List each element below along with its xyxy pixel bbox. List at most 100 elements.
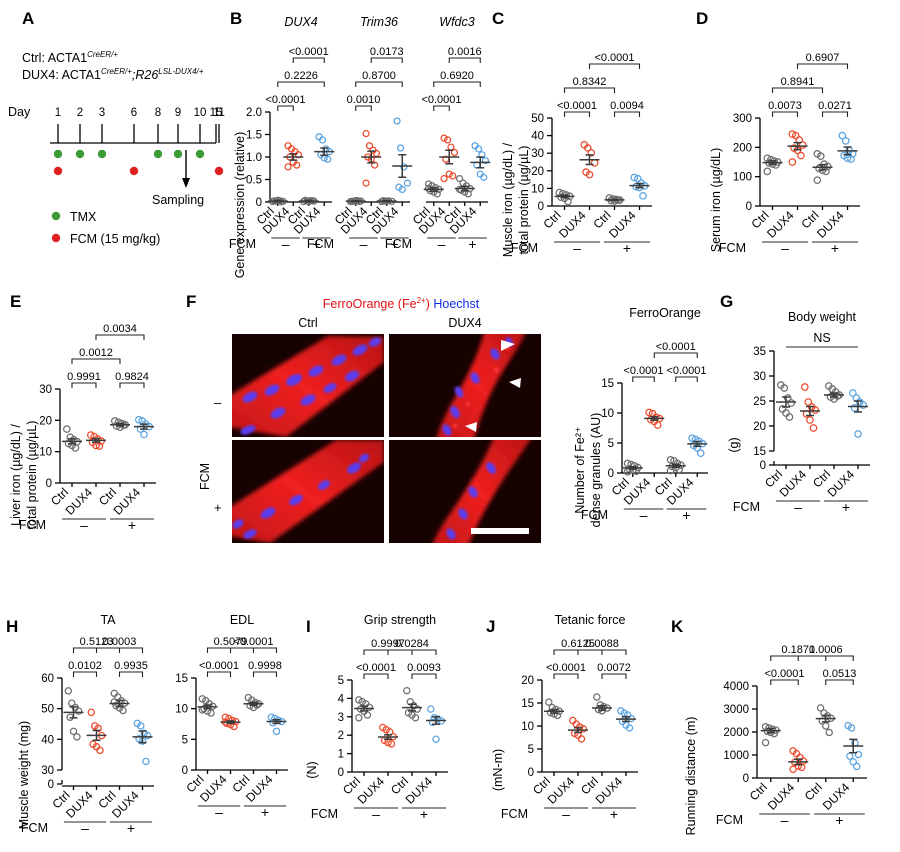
data-point xyxy=(763,167,772,176)
data-point xyxy=(424,184,433,193)
p-outer: <0.0001 xyxy=(233,636,273,648)
group-label-3: DUX4 xyxy=(825,467,858,500)
p-outer: 0.0003 xyxy=(103,636,137,648)
data-point xyxy=(272,727,281,736)
tmx-legend-dot xyxy=(51,211,61,221)
data-point xyxy=(811,406,820,414)
data-point xyxy=(455,185,464,194)
data-point xyxy=(427,705,435,713)
p-inner-plus: 0.0072 xyxy=(597,662,631,674)
fcm-axis-label: FCM xyxy=(719,241,746,255)
micrograph-dux4-minus xyxy=(389,334,541,437)
y-tick: 4000 xyxy=(723,681,749,693)
group-label-2: Ctrl xyxy=(802,780,825,803)
fcm-state-minus: – xyxy=(573,240,581,256)
tmx-dot-day1 xyxy=(53,149,63,159)
y-axis-label: total protein (µg/µL) xyxy=(25,421,39,530)
fcm-state-plus: + xyxy=(623,240,631,256)
y-tick: 1.0 xyxy=(246,152,262,164)
p-mid: 0.6920 xyxy=(440,70,474,82)
fcm-state-minus: – xyxy=(794,499,802,515)
p-inner-plus: 0.0513 xyxy=(823,668,857,680)
data-point xyxy=(432,735,440,743)
p-inner-plus: 0.0094 xyxy=(610,100,644,112)
scale-bar xyxy=(471,528,529,534)
p-mid: 0.1871 xyxy=(781,644,815,656)
data-point xyxy=(545,698,553,706)
data-point xyxy=(852,394,861,402)
fcm-state-plus: + xyxy=(610,806,618,822)
p-mid: 0.8342 xyxy=(573,76,607,88)
panel-f-label: F xyxy=(186,292,197,311)
p-inner-minus: 0.0102 xyxy=(68,660,102,672)
day-tick-15: 15 xyxy=(210,107,223,119)
tmx-dot-day2 xyxy=(75,149,85,159)
p-inner-minus: <0.0001 xyxy=(265,94,305,106)
p-inner-minus: <0.0001 xyxy=(199,660,239,672)
y-axis-label: Serum iron (µg/dL) xyxy=(709,148,723,252)
group-label-1: DUX4 xyxy=(355,774,388,807)
y-tick: 15 xyxy=(753,446,766,458)
y-tick: 300 xyxy=(733,113,752,125)
y-axis-label: (mN-m) xyxy=(491,749,505,791)
fcm-state-minus: – xyxy=(640,507,648,523)
data-point xyxy=(653,421,662,429)
group-label-3: DUX4 xyxy=(243,772,276,805)
y-axis-label: total protein (µg/µL) xyxy=(517,146,531,255)
p-outer: 0.0034 xyxy=(103,323,137,335)
data-point xyxy=(207,709,215,717)
data-point xyxy=(318,136,327,144)
y-tick: 5 xyxy=(182,734,188,746)
data-point xyxy=(449,172,457,180)
panel-e: E Liver iron (µg/dL) / total protein (µg/… xyxy=(0,285,190,575)
panel-k: K Running distance (m) 0 1000 2000 3000 4000 C… xyxy=(665,600,900,852)
panel-k-chart: Running distance (m) 0 1000 2000 3000 4000 Ctr… xyxy=(684,644,867,835)
data-point xyxy=(142,757,150,766)
fcm-state-minus: – xyxy=(372,806,380,822)
chart-title-0: DUX4 xyxy=(284,15,317,29)
y-tick: 15 xyxy=(601,378,614,390)
group-label-3: DUX4 xyxy=(593,774,626,807)
data-point xyxy=(696,449,705,458)
data-point xyxy=(443,136,452,144)
y-tick: 0 xyxy=(608,468,614,480)
y-tick: 25 xyxy=(753,396,766,408)
micrograph-ctrl-plus xyxy=(232,440,384,543)
fcm-axis-label: FCM xyxy=(581,508,608,522)
y-tick: 0 xyxy=(760,460,766,472)
p-mid: 0.2226 xyxy=(284,70,318,82)
data-point xyxy=(569,716,577,725)
fcm-state-plus: + xyxy=(420,806,428,822)
y-tick: 0.5 xyxy=(246,175,262,187)
fcm-state-minus: – xyxy=(781,240,789,256)
panel-c-chart: Muscle iron (µg/dL) / total protein (µg/µ… xyxy=(501,52,652,257)
data-point xyxy=(71,444,80,452)
data-point xyxy=(813,176,822,185)
panel-b-label: B xyxy=(230,9,243,28)
y-tick: 3000 xyxy=(723,704,749,716)
data-point xyxy=(809,424,818,432)
data-point xyxy=(134,415,143,424)
p-outer: 0.0016 xyxy=(448,46,482,58)
fcm-state-plus: + xyxy=(468,236,476,252)
dux4-superscript-2: LSL-DUX4/+ xyxy=(158,67,204,76)
group-label-3: DUX4 xyxy=(820,780,853,813)
day-tick-3: 3 xyxy=(99,107,105,119)
p-inner-plus: 0.9998 xyxy=(248,660,282,672)
data-point xyxy=(825,728,833,737)
y-tick: 10 xyxy=(601,408,614,420)
y-tick: 0 xyxy=(538,201,544,213)
y-tick: 0 xyxy=(182,765,188,777)
data-point xyxy=(87,708,96,717)
data-point xyxy=(625,724,634,732)
group-label-3: DUX4 xyxy=(111,485,144,518)
data-point xyxy=(848,389,857,397)
p-outer: <0.0001 xyxy=(594,52,634,64)
y-axis-label: Gene expression (relative) xyxy=(233,132,247,279)
y-tick: 30 xyxy=(531,148,544,160)
data-point xyxy=(64,687,73,695)
panel-d: D Serum iron (µg/dL) 0 100 200 300 Ctrl DUX4 Ct… xyxy=(694,0,900,280)
data-point xyxy=(553,711,562,720)
data-point xyxy=(577,735,586,743)
y-tick: 1.5 xyxy=(246,130,262,142)
